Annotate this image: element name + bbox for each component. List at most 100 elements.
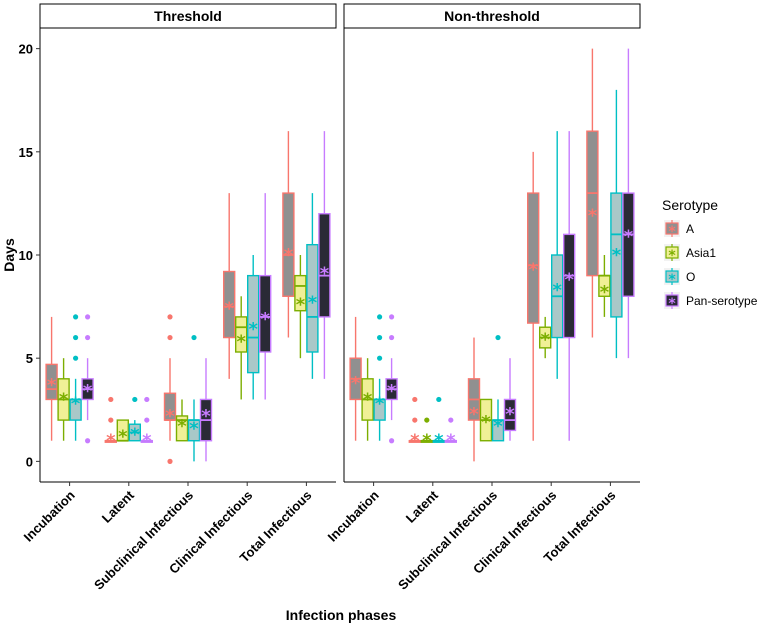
mean-marker: * xyxy=(106,431,116,452)
box-asia1: * xyxy=(420,417,433,452)
mean-marker: * xyxy=(351,373,361,394)
box-o: * xyxy=(306,193,319,379)
box-body xyxy=(563,233,576,339)
box-pan-serotype: * xyxy=(259,193,272,400)
box-pan-serotype: * xyxy=(140,396,154,452)
mean-marker: * xyxy=(540,330,550,351)
box-body xyxy=(246,274,260,374)
x-tick-label: Latent xyxy=(99,487,138,526)
box-pan-serotype: * xyxy=(622,48,635,359)
mean-marker: * xyxy=(236,332,246,353)
outlier-point xyxy=(495,334,501,341)
box-asia1: * xyxy=(539,316,552,359)
box-pan-serotype: * xyxy=(81,314,94,444)
box-a: * xyxy=(349,316,362,441)
box-pan-serotype: * xyxy=(318,131,331,379)
outlier-point xyxy=(85,314,91,320)
box-o: * xyxy=(246,255,260,400)
mean-marker: * xyxy=(320,264,330,285)
legend-entry: * A xyxy=(664,220,694,240)
box-body xyxy=(259,274,272,353)
outlier-point xyxy=(167,458,173,464)
box-body xyxy=(45,363,58,401)
outlier-point xyxy=(377,334,383,341)
x-tick-label: Subclinical Infectious xyxy=(395,488,500,593)
legend-key-star: * xyxy=(668,272,676,288)
mean-marker: * xyxy=(142,431,152,452)
facet-title: Non-threshold xyxy=(444,8,540,24)
box-body xyxy=(282,192,295,297)
mean-marker: * xyxy=(83,381,93,402)
box-asia1: * xyxy=(116,419,130,448)
box-body xyxy=(294,274,307,312)
outlier-point xyxy=(108,396,114,403)
box-o: * xyxy=(69,314,82,441)
box-a: * xyxy=(586,48,599,338)
mean-marker: * xyxy=(284,245,294,266)
outlier-point xyxy=(389,314,395,320)
y-tick-label: 20 xyxy=(19,42,33,57)
mean-marker: * xyxy=(422,431,432,452)
facet-title: Threshold xyxy=(154,8,222,24)
legend-key-box xyxy=(665,222,679,235)
legend-key-box xyxy=(665,294,679,307)
x-axis-title: Infection phases xyxy=(286,607,397,623)
mean-marker: * xyxy=(612,245,622,266)
box-asia1: * xyxy=(361,358,374,441)
box-body xyxy=(622,192,635,297)
category-group: Latent* * * * xyxy=(99,396,154,526)
box-a: * xyxy=(527,151,540,441)
box-a: * xyxy=(104,396,118,452)
outlier-point xyxy=(377,314,383,320)
mean-marker: * xyxy=(296,294,306,315)
mean-marker: * xyxy=(363,389,373,410)
legend-key-box xyxy=(665,270,679,283)
mean-marker: * xyxy=(224,299,234,320)
box-body xyxy=(527,192,540,324)
box-o: * xyxy=(373,314,386,441)
legend-label: A xyxy=(686,222,694,236)
mean-marker: * xyxy=(600,282,610,303)
box-pan-serotype: * xyxy=(385,314,398,444)
mean-marker: * xyxy=(118,427,128,448)
x-tick-label: Incubation xyxy=(21,487,78,544)
mean-marker: * xyxy=(446,431,456,452)
mean-marker: * xyxy=(505,404,515,425)
mean-marker: * xyxy=(528,259,538,280)
box-a: * xyxy=(163,314,177,464)
x-tick-label: Latent xyxy=(403,487,442,526)
category-group: Latent* * * * xyxy=(403,396,457,526)
legend-key-star: * xyxy=(668,224,676,240)
outlier-point xyxy=(377,355,383,361)
outlier-point xyxy=(85,438,91,444)
category-group: Clinical Infectious*** * xyxy=(166,193,272,577)
box-body xyxy=(318,213,331,318)
mean-marker: * xyxy=(493,416,503,437)
mean-marker: * xyxy=(552,280,562,301)
mean-marker: * xyxy=(59,389,69,410)
box-body xyxy=(222,270,236,339)
box-body xyxy=(175,415,189,442)
mean-marker: * xyxy=(481,412,491,433)
mean-marker: * xyxy=(469,404,479,425)
box-a: * xyxy=(282,131,295,338)
facet-strip xyxy=(343,3,641,29)
box-a: * xyxy=(408,396,421,452)
mean-marker: * xyxy=(248,319,258,340)
legend-key-box xyxy=(665,246,679,259)
box-a: * xyxy=(467,337,481,462)
box-body xyxy=(234,316,248,353)
box-asia1: * xyxy=(294,255,307,359)
legend-title: Serotype xyxy=(662,197,718,213)
box-o: * xyxy=(128,396,142,445)
box-o: * xyxy=(610,89,623,359)
box-body xyxy=(586,130,599,277)
mean-marker: * xyxy=(308,292,318,313)
mean-marker: * xyxy=(624,226,634,247)
facet-strip xyxy=(39,3,337,29)
legend-label: O xyxy=(686,270,695,284)
outlier-point xyxy=(144,417,150,423)
